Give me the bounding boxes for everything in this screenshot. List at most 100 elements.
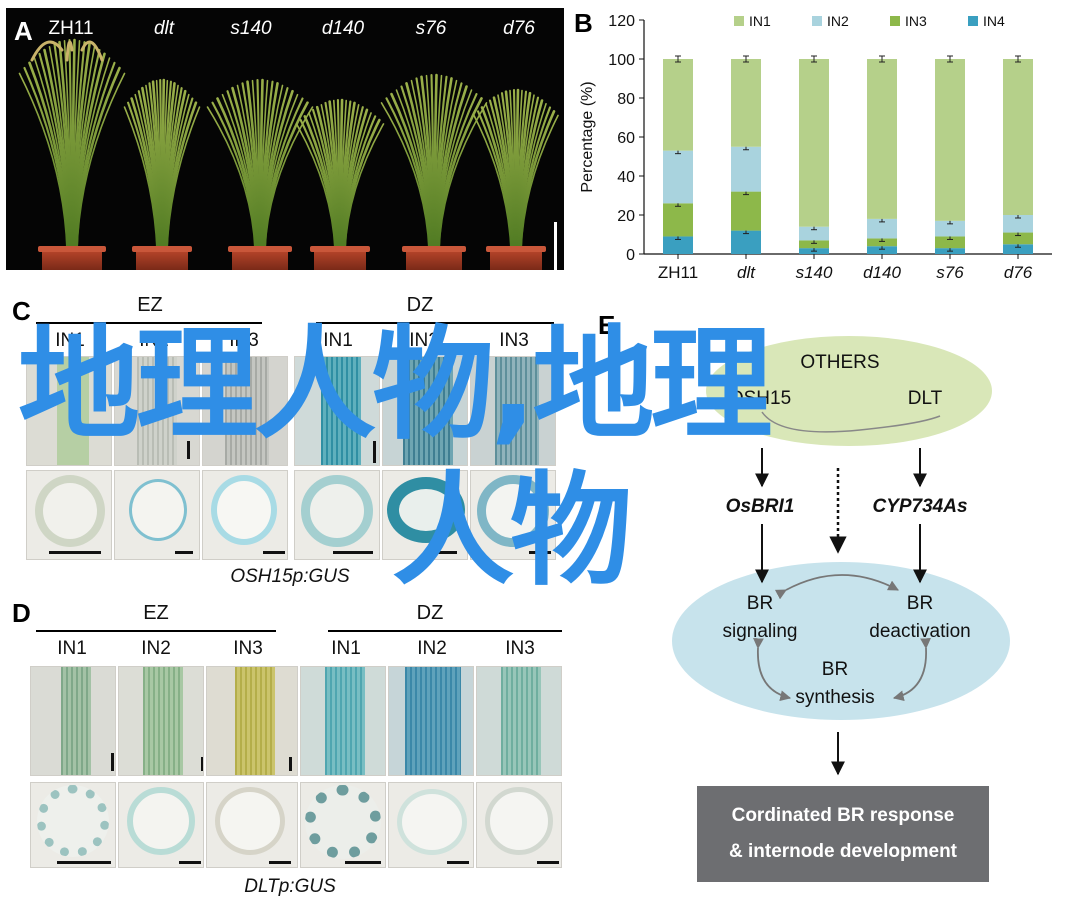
gene-osbri1: OsBRI1 xyxy=(725,496,795,517)
scale-bar xyxy=(333,551,373,554)
dlt-label: DLT xyxy=(907,388,943,409)
column-label: IN3 xyxy=(233,638,263,659)
column-label: IN1 xyxy=(55,330,85,351)
bar-segment xyxy=(663,59,693,151)
longitudinal-section xyxy=(476,666,562,776)
bar-segment xyxy=(1003,59,1033,215)
x-tick-label: d76 xyxy=(1004,263,1033,282)
cross-section xyxy=(476,782,562,868)
scale-bar xyxy=(435,551,457,554)
genotype-label: ZH11 xyxy=(48,18,94,39)
longitudinal-section xyxy=(294,356,380,466)
group-line-dz xyxy=(316,322,554,324)
legend-label: IN3 xyxy=(905,13,927,29)
legend-swatch xyxy=(968,16,978,26)
bar-segment xyxy=(935,59,965,221)
panel-d-caption: DLTp:GUS xyxy=(244,876,336,897)
bar-segment xyxy=(867,218,897,239)
cross-section xyxy=(300,782,386,868)
bar-segment xyxy=(935,236,965,249)
rice-plants-illustration xyxy=(18,38,559,252)
legend-label: IN4 xyxy=(983,13,1005,29)
pot-dlt xyxy=(132,246,192,270)
br-synthesis-label: BR synthesis xyxy=(795,659,875,708)
column-label: IN3 xyxy=(499,330,529,351)
genotype-label: dlt xyxy=(153,18,175,39)
column-label: IN1 xyxy=(57,638,87,659)
x-tick-label: ZH11 xyxy=(658,263,698,282)
rice-leaf xyxy=(520,114,559,251)
pot-d140 xyxy=(310,246,370,270)
group-line-ez xyxy=(36,322,262,324)
bar-segment xyxy=(799,240,829,249)
x-tick-label: d140 xyxy=(863,263,901,282)
bar-segment xyxy=(663,203,693,237)
panel-e-label: E xyxy=(598,310,616,340)
genotype-label: s140 xyxy=(230,18,272,39)
scale-bar xyxy=(111,753,114,771)
cycle-arrow-right xyxy=(892,638,931,702)
scale-bar xyxy=(373,441,376,463)
longitudinal-section xyxy=(382,356,468,466)
others-label: OTHERS xyxy=(800,352,880,373)
bar-segment xyxy=(731,230,761,254)
column-label: IN2 xyxy=(141,638,171,659)
cross-section xyxy=(118,782,204,868)
cross-section xyxy=(294,470,380,560)
cross-section xyxy=(206,782,298,868)
panel-d-label: D xyxy=(12,598,31,628)
bar-segment xyxy=(867,59,897,219)
cross-section xyxy=(114,470,200,560)
panel-a-photo: ZH11 dlt s140 d140 s76 d76 xyxy=(6,8,564,270)
br-signaling-label: BR signaling xyxy=(722,593,798,642)
group-line-dz xyxy=(328,630,562,632)
bar-segment xyxy=(731,59,761,147)
scale-bar xyxy=(289,757,292,771)
column-label: IN2 xyxy=(409,330,439,351)
bar-segment xyxy=(1003,215,1033,233)
cross-section xyxy=(26,470,112,560)
legend-label: IN1 xyxy=(749,13,771,29)
panel-c-label: C xyxy=(12,296,31,326)
column-label: IN1 xyxy=(331,638,361,659)
pot-zh11 xyxy=(38,246,106,270)
column-label: IN3 xyxy=(505,638,535,659)
legend-swatch xyxy=(812,16,822,26)
rice-panicle xyxy=(65,40,74,62)
column-label: IN1 xyxy=(323,330,353,351)
group-title-ez: EZ xyxy=(137,294,163,316)
cross-section xyxy=(382,470,468,560)
y-tick-label: 80 xyxy=(617,91,635,108)
scale-bar xyxy=(179,861,201,864)
legend-label: IN2 xyxy=(827,13,849,29)
scale-bar xyxy=(554,222,557,270)
longitudinal-section xyxy=(202,356,288,466)
y-tick-label: 40 xyxy=(617,169,635,186)
panel-b-chart: 0 20 40 60 80 100 120 Percentage (%) ZH11 dlt s140… xyxy=(572,4,1068,296)
scale-bar xyxy=(447,861,469,864)
panel-a-label: A xyxy=(14,16,33,46)
pot-s76 xyxy=(402,246,466,270)
scale-bar xyxy=(49,551,101,554)
genotype-label: s76 xyxy=(415,18,447,39)
bar-segment xyxy=(799,226,829,241)
column-label: IN2 xyxy=(417,638,447,659)
longitudinal-section xyxy=(470,356,556,466)
legend-swatch xyxy=(734,16,744,26)
panel-b-label: B xyxy=(574,8,593,38)
longitudinal-section xyxy=(300,666,386,776)
watermark-line-2: 人物 xyxy=(392,460,632,602)
bar-segment xyxy=(867,238,897,247)
column-label: IN3 xyxy=(229,330,259,351)
scale-bar xyxy=(345,861,381,864)
bar-segment xyxy=(731,191,761,231)
bar-segment xyxy=(1003,232,1033,245)
inhibition-curve xyxy=(761,411,941,433)
bar-segment xyxy=(867,246,897,254)
osh15-label: OSH15 xyxy=(728,388,792,409)
x-tick-label: s76 xyxy=(936,263,964,282)
longitudinal-section xyxy=(206,666,298,776)
bar-segment xyxy=(663,236,693,254)
regulator-oval xyxy=(706,336,992,446)
